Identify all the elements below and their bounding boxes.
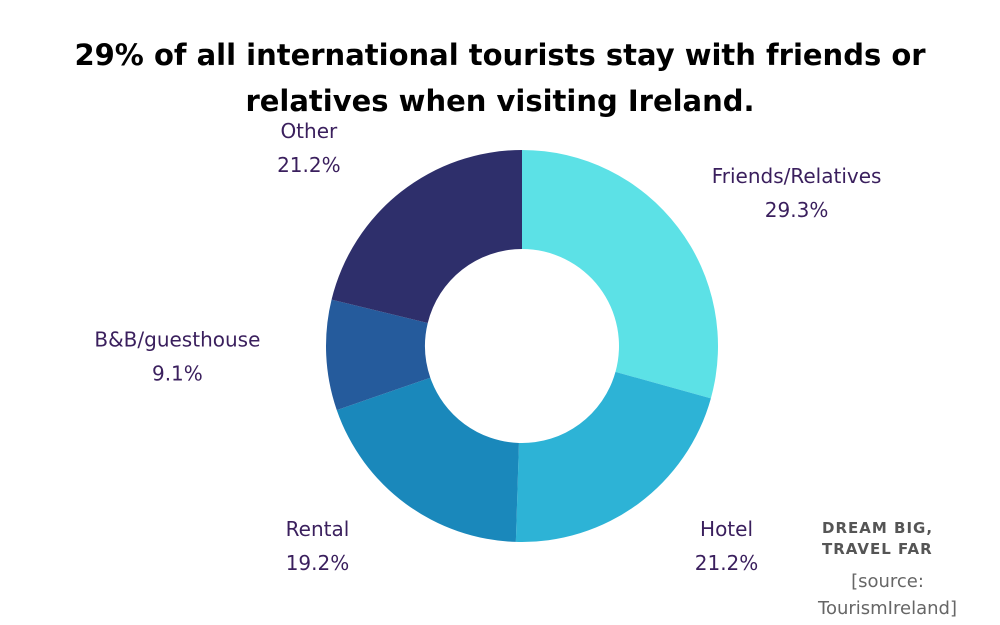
brand: DREAM BIG, TRAVEL FAR — [822, 519, 934, 558]
slice-label: B&B/guesthouse — [94, 327, 260, 351]
value-label: 21.2% — [695, 551, 759, 575]
slice-label: Rental — [286, 517, 350, 541]
slice — [515, 371, 711, 542]
slice-label: Hotel — [700, 517, 753, 541]
value-label: 29.3% — [765, 198, 829, 222]
chart-title: 29% of all international tourists stay w… — [74, 38, 926, 118]
value-label: 9.1% — [152, 361, 203, 385]
slice — [522, 150, 718, 399]
slice-label: Other — [280, 119, 338, 143]
source-note: [source: TourismIreland] — [818, 571, 957, 619]
value-label: 19.2% — [286, 551, 350, 575]
value-label: 21.2% — [277, 153, 341, 177]
slice — [331, 150, 522, 324]
slice — [336, 377, 519, 542]
slice — [326, 299, 431, 411]
slice-label: Friends/Relatives — [712, 164, 882, 188]
